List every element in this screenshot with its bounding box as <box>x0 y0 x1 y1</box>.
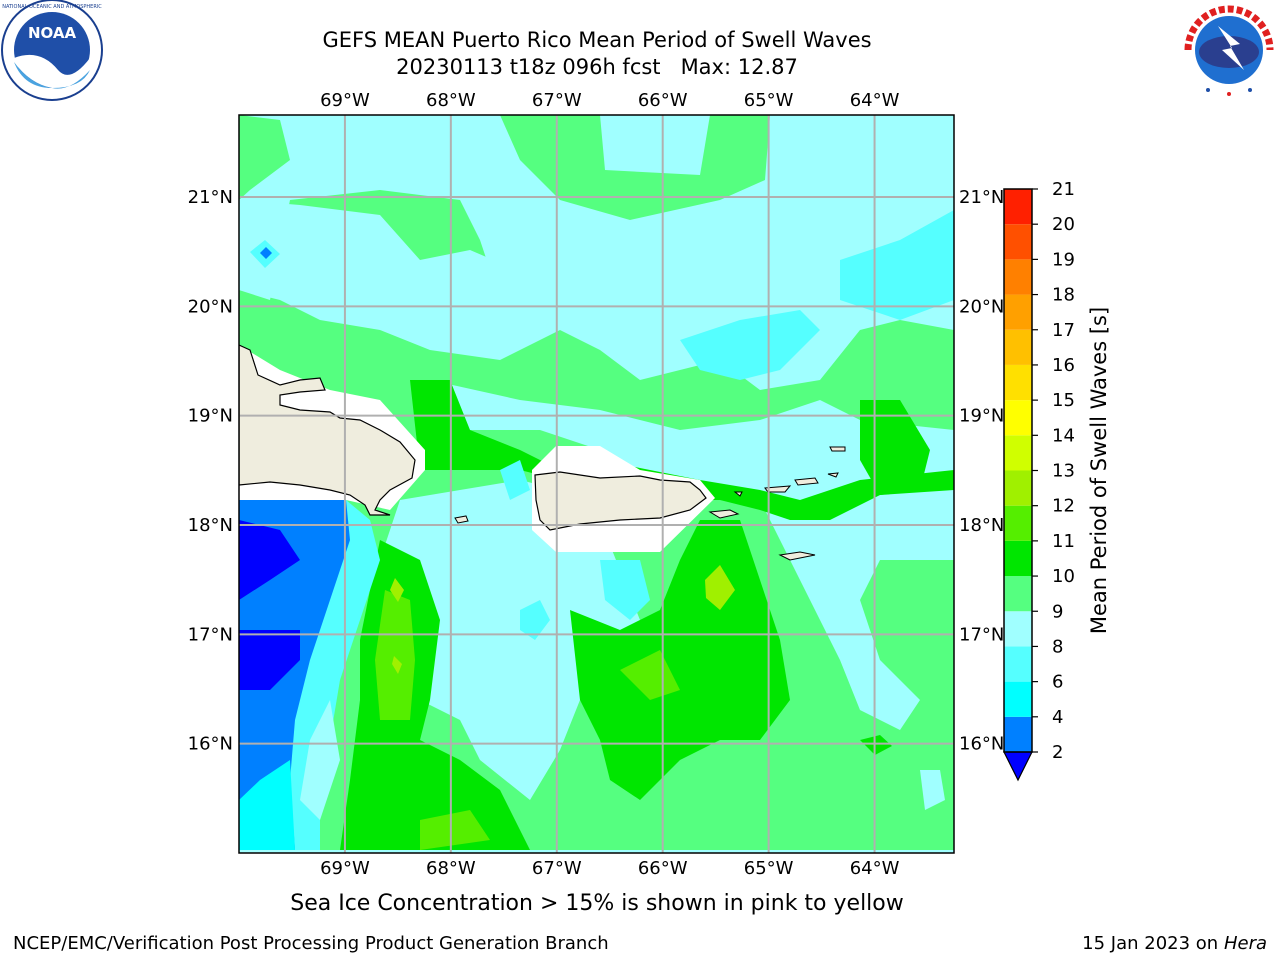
lon-label-bottom: 68°W <box>426 858 476 879</box>
colorbar-tick-label: 19 <box>1052 249 1075 270</box>
colorbar-segment <box>1004 716 1032 752</box>
footer-date: 15 Jan 2023 on Hera <box>1082 933 1267 954</box>
lat-label-right: 17°N <box>959 624 1004 645</box>
lon-label-top: 66°W <box>638 90 688 111</box>
lat-label-left: 21°N <box>188 187 233 208</box>
lon-label-top: 65°W <box>744 90 794 111</box>
colorbar-tick-label: 13 <box>1052 461 1075 482</box>
lon-label-bottom: 69°W <box>320 858 370 879</box>
colorbar-segment <box>1004 189 1032 225</box>
lon-label-top: 64°W <box>850 90 900 111</box>
colorbar-tick-label: 17 <box>1052 320 1075 341</box>
map-frame <box>238 114 955 854</box>
colorbar: 2 4 6 8 9 10 11 12 13 14 15 16 17 18 19 20 21 Mean Period… <box>1003 179 1111 782</box>
colorbar-segment <box>1004 540 1032 577</box>
lon-label-top: 67°W <box>532 90 582 111</box>
colorbar-tick-label: 15 <box>1052 390 1075 411</box>
colorbar-segment <box>1004 611 1032 647</box>
colorbar-tick-label: 8 <box>1052 636 1063 657</box>
colorbar-segment <box>1004 294 1032 330</box>
colorbar-segment <box>1004 646 1032 682</box>
colorbar-tick-label: 20 <box>1052 214 1075 235</box>
colorbar-tick-label: 10 <box>1052 566 1075 587</box>
footer-host: Hera <box>1223 933 1267 954</box>
colorbar-segment <box>1004 224 1032 260</box>
colorbar-tick-label: 4 <box>1052 707 1063 728</box>
footer-date-text: 15 Jan 2023 on <box>1082 933 1224 954</box>
colorbar-tick-label: 2 <box>1052 742 1063 763</box>
footer-branch: NCEP/EMC/Verification Post Processing Pr… <box>13 933 609 954</box>
colorbar-segment <box>1004 400 1032 436</box>
colorbar-tick-label: 9 <box>1052 601 1063 622</box>
colorbar-tick-label: 21 <box>1052 179 1075 200</box>
colorbar-segment <box>1004 576 1032 612</box>
nws-logo <box>1181 2 1277 98</box>
lat-label-left: 17°N <box>188 624 233 645</box>
lon-label-top: 68°W <box>426 90 476 111</box>
colorbar-segment <box>1004 681 1032 717</box>
colorbar-tick-label: 11 <box>1052 531 1075 552</box>
lat-label-left: 16°N <box>188 734 233 755</box>
svg-text:NATIONAL OCEANIC AND ATMOSPHER: NATIONAL OCEANIC AND ATMOSPHERIC <box>2 4 102 10</box>
colorbar-segment <box>1004 329 1032 365</box>
colorbar-label: Mean Period of Swell Waves [s] <box>1087 307 1111 634</box>
colorbar-tick-label: 18 <box>1052 285 1075 306</box>
colorbar-tick-label: 12 <box>1052 496 1075 517</box>
swell-period-field <box>239 115 954 853</box>
colorbar-segment <box>1004 470 1032 506</box>
lon-label-top: 69°W <box>320 90 370 111</box>
lat-label-right: 21°N <box>959 187 1004 208</box>
lat-label-right: 19°N <box>959 406 1004 427</box>
colorbar-extend <box>1003 751 1033 782</box>
colorbar-frame <box>1003 188 1033 753</box>
colorbar-segment <box>1004 259 1032 295</box>
lat-label-left: 18°N <box>188 515 233 536</box>
lat-label-right: 20°N <box>959 296 1004 317</box>
lon-label-bottom: 65°W <box>744 858 794 879</box>
lat-label-right: 18°N <box>959 515 1004 536</box>
sea-ice-note: Sea Ice Concentration > 15% is shown in … <box>290 891 904 916</box>
lon-label-bottom: 66°W <box>638 858 688 879</box>
colorbar-tick-label: 16 <box>1052 355 1075 376</box>
colorbar-tick-label: 6 <box>1052 672 1063 693</box>
lat-label-left: 19°N <box>188 406 233 427</box>
colorbar-tick-label: 14 <box>1052 425 1075 446</box>
lat-label-left: 20°N <box>188 296 233 317</box>
svg-text:NOAA: NOAA <box>28 24 77 42</box>
lon-label-bottom: 64°W <box>850 858 900 879</box>
map-title: GEFS MEAN Puerto Rico Mean Period of Swe… <box>322 28 872 52</box>
lon-label-bottom: 67°W <box>532 858 582 879</box>
colorbar-segment <box>1004 435 1032 471</box>
map-subtitle: 20230113 t18z 096h fcst Max: 12.87 <box>396 55 798 79</box>
lat-label-right: 16°N <box>959 734 1004 755</box>
colorbar-segment <box>1004 505 1032 541</box>
noaa-logo: NOAA NATIONAL OCEANIC AND ATMOSPHERIC <box>1 0 103 101</box>
colorbar-segment <box>1004 364 1032 401</box>
